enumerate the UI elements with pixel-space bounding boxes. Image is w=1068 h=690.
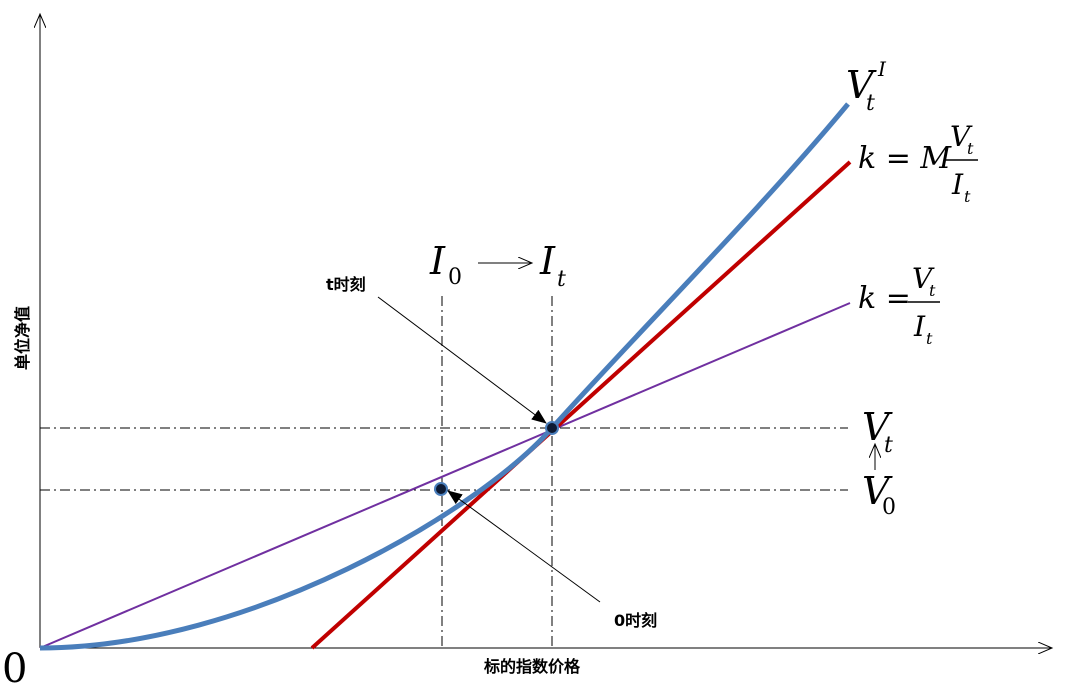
svg-text:t: t (884, 433, 893, 458)
arrow-time-0 (447, 490, 601, 603)
label-i0: I 0 (429, 239, 462, 290)
svg-text:0: 0 (882, 495, 896, 520)
svg-text:k = M: k = M (858, 141, 952, 176)
svg-text:t: t (964, 187, 971, 206)
label-unit-line: k = V t I t (858, 262, 940, 348)
svg-text:V: V (846, 63, 877, 107)
x-axis-label: 标的指数价格 (483, 657, 581, 676)
label-v0: V 0 (862, 469, 896, 520)
svg-text:t: t (557, 267, 566, 292)
svg-text:V: V (862, 469, 893, 513)
svg-text:V: V (912, 262, 935, 295)
point-time-t (545, 421, 559, 435)
label-time-0: 0时刻 (614, 611, 657, 630)
svg-text:t: t (967, 139, 974, 158)
svg-text:t: t (866, 91, 875, 116)
svg-text:t: t (926, 329, 933, 348)
unit-line (39, 302, 851, 649)
label-option-curve: V t I (846, 57, 887, 116)
label-time-t: t时刻 (326, 275, 366, 294)
option-value-curve (39, 102, 850, 651)
svg-text:V: V (862, 405, 893, 449)
y-axis-label: 单位净值 (13, 306, 32, 370)
svg-text:I: I (877, 57, 887, 81)
svg-text:k =: k = (858, 281, 911, 316)
svg-text:I: I (429, 239, 446, 283)
label-vt: V t (862, 405, 893, 458)
svg-text:I: I (539, 239, 556, 283)
origin-label: 0 (2, 646, 27, 690)
svg-text:0: 0 (448, 265, 462, 290)
svg-text:V: V (950, 120, 973, 153)
svg-text:t: t (929, 281, 936, 300)
point-time-0 (434, 482, 448, 496)
svg-text:I: I (951, 168, 964, 201)
arrow-time-t (377, 296, 547, 424)
label-it: I t (539, 239, 566, 292)
label-leveraged-line: k = M V t I t (858, 120, 978, 206)
svg-text:I: I (913, 310, 926, 343)
leveraged-line (310, 160, 852, 650)
